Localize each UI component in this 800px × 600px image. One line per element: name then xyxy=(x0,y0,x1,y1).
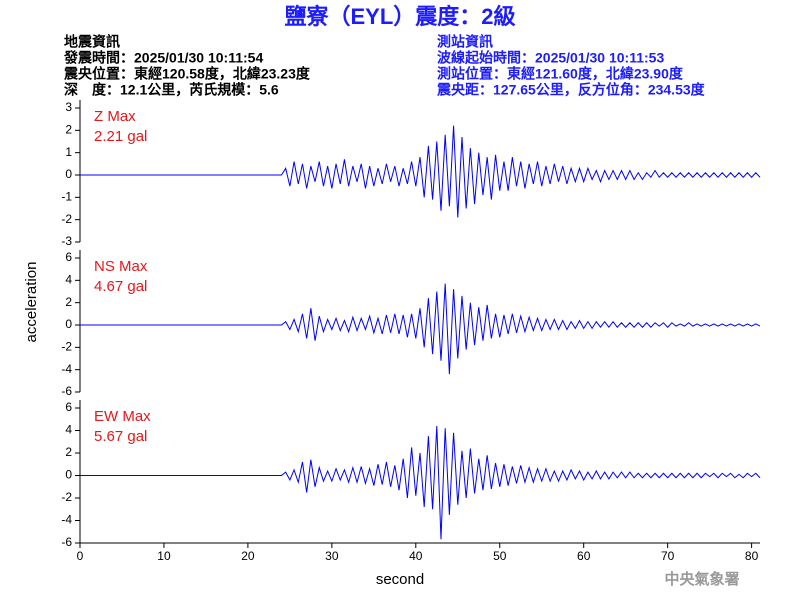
max-label: NS Max xyxy=(94,258,148,275)
y-tick-label: -3 xyxy=(61,234,72,248)
info-line: 深 度：12.1公里，芮氏規模：5.6 xyxy=(64,82,279,98)
station-line: 震央距：127.65公里，反方位角：234.53度 xyxy=(436,82,706,98)
info-line: 發震時間：2025/01/30 10:11:54 xyxy=(63,50,263,66)
y-tick-label: 4 xyxy=(65,273,72,287)
y-tick-label: 2 xyxy=(65,445,72,459)
x-tick-label: 30 xyxy=(325,549,339,563)
y-tick-label: 0 xyxy=(65,468,72,482)
station-line: 測站資訊 xyxy=(437,34,493,50)
y-tick-label: 2 xyxy=(65,295,72,309)
title: 鹽寮（EYL）震度：2級 xyxy=(284,4,515,29)
footer: 中央氣象署 xyxy=(664,570,739,588)
max-label: 2.21 gal xyxy=(94,128,147,145)
x-tick-label: 20 xyxy=(241,549,255,563)
x-tick-label: 10 xyxy=(157,549,171,563)
x-tick-label: 60 xyxy=(577,549,591,563)
station-line: 波線起始時間：2025/01/30 10:11:53 xyxy=(437,50,664,66)
station-line: 測站位置：東經121.60度，北緯23.90度 xyxy=(437,66,684,82)
y-tick-label: 6 xyxy=(65,400,72,414)
x-tick-label: 70 xyxy=(661,549,675,563)
y-tick-label: 2 xyxy=(65,123,72,137)
x-tick-label: 50 xyxy=(493,549,507,563)
x-tick-label: 0 xyxy=(77,549,84,563)
waveform xyxy=(80,125,761,218)
x-tick-label: 80 xyxy=(745,549,759,563)
y-tick-label: -2 xyxy=(61,340,72,354)
waveform xyxy=(80,425,761,540)
y-tick-label: -6 xyxy=(61,535,72,549)
y-tick-label: -1 xyxy=(61,190,72,204)
waveform xyxy=(80,283,761,375)
y-tick-label: 6 xyxy=(65,250,72,264)
x-tick-label: 40 xyxy=(409,549,423,563)
max-label: 4.67 gal xyxy=(94,278,147,295)
y-tick-label: 3 xyxy=(65,100,72,114)
max-label: 5.67 gal xyxy=(94,428,147,445)
y-tick-label: -2 xyxy=(61,490,72,504)
y-tick-label: 4 xyxy=(65,423,72,437)
y-tick-label: 0 xyxy=(65,317,72,331)
y-tick-label: 1 xyxy=(65,145,72,159)
max-label: Z Max xyxy=(94,108,136,125)
y-tick-label: -2 xyxy=(61,212,72,226)
info-line: 地震資訊 xyxy=(64,34,120,50)
info-line: 震央位置：東經120.58度，北緯23.23度 xyxy=(63,66,311,82)
y-tick-label: -6 xyxy=(61,384,72,398)
y-tick-label: 0 xyxy=(65,167,72,181)
max-label: EW Max xyxy=(94,408,151,425)
y-tick-label: -4 xyxy=(61,362,72,376)
x-axis-label: second xyxy=(376,571,424,588)
y-tick-label: -4 xyxy=(61,513,72,527)
y-axis-label: acceleration xyxy=(23,262,40,343)
